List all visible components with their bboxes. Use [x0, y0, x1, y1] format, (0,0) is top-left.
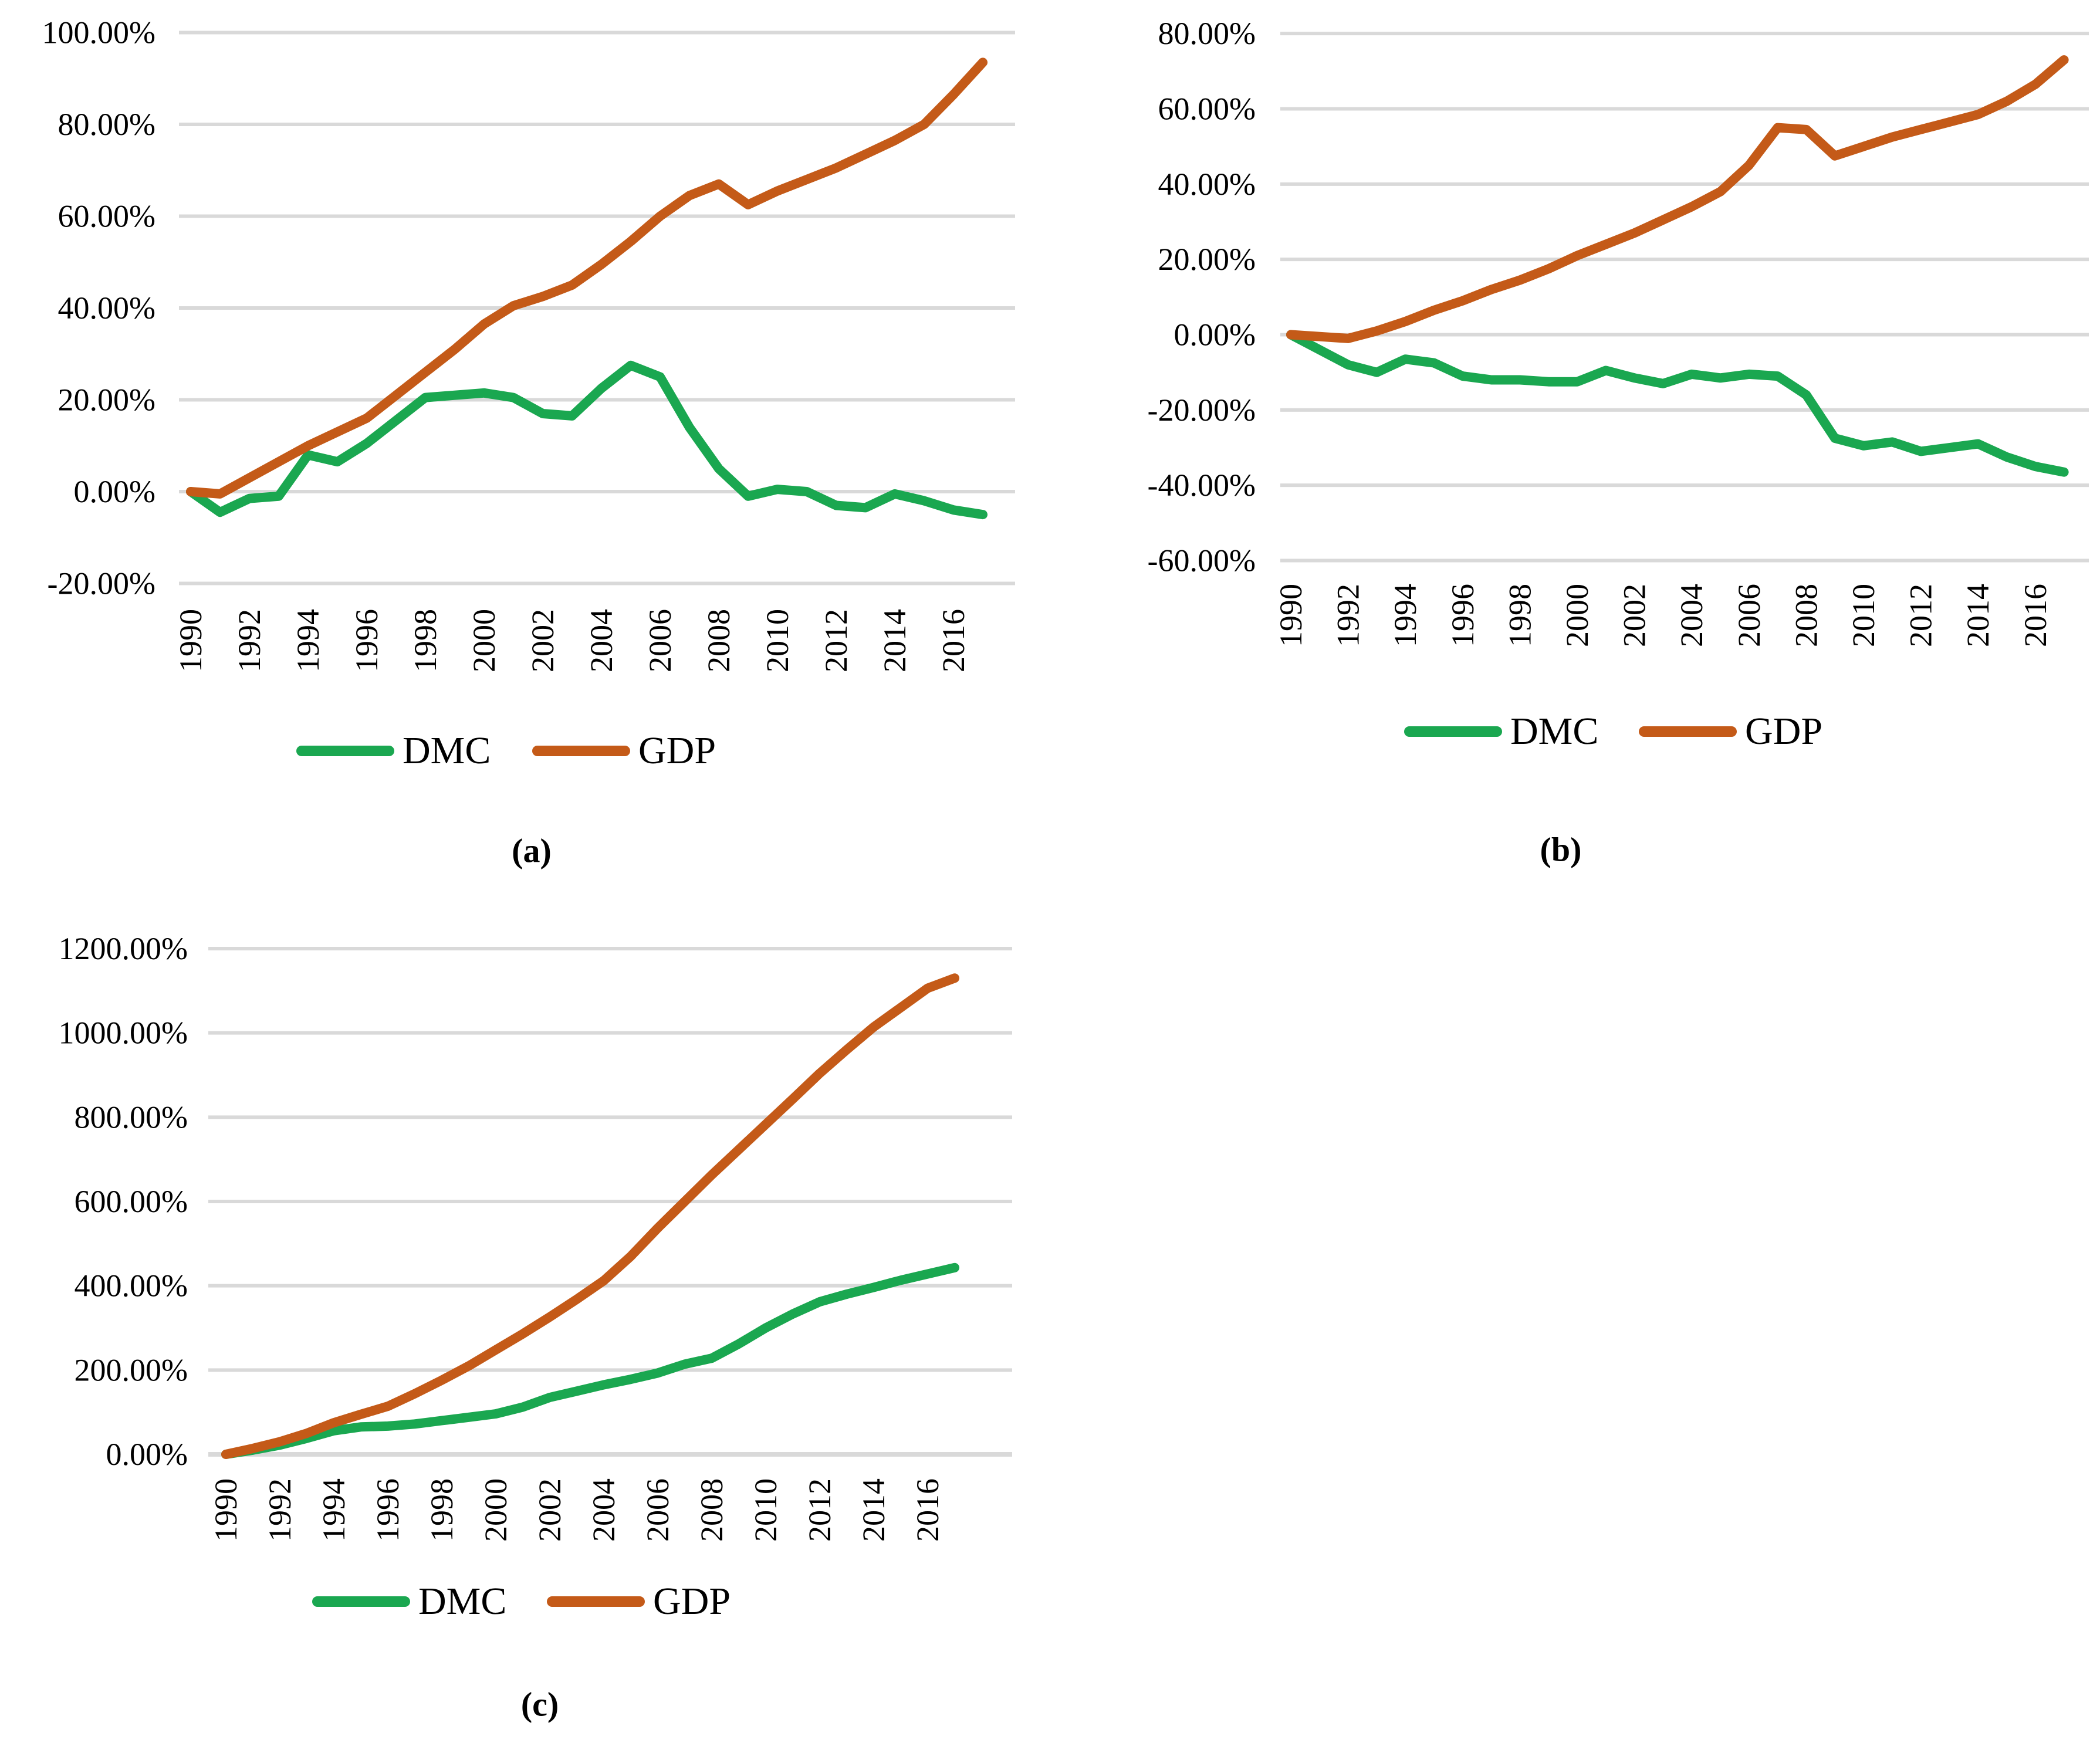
x-tick-label-chart-c: 1998: [424, 1478, 459, 1542]
y-tick-label-chart-a: 60.00%: [58, 199, 155, 234]
x-tick-label-chart-b: 2012: [1903, 584, 1939, 647]
legend-label-gdp: GDP: [653, 1580, 731, 1623]
legend-label-gdp: GDP: [638, 729, 716, 772]
y-tick-label-chart-a: 0.00%: [74, 474, 155, 509]
x-tick-label-chart-b: 1996: [1445, 584, 1480, 647]
x-tick-label-chart-a: 2006: [642, 609, 678, 672]
y-tick-label-chart-b: 60.00%: [1158, 91, 1256, 126]
x-tick-label-chart-a: 2016: [936, 609, 971, 672]
y-tick-label-chart-b: -40.00%: [1148, 468, 1256, 503]
x-tick-label-chart-c: 1992: [262, 1478, 297, 1542]
legend-label-dmc: DMC: [403, 729, 491, 772]
caption-chart-c: (c): [520, 1685, 559, 1724]
gdp-legend-swatch: [1639, 726, 1737, 737]
legend-item-gdp-chart-a: GDP: [532, 730, 716, 771]
caption-chart-a: (a): [512, 831, 552, 870]
x-tick-label-chart-a: 1996: [349, 609, 384, 672]
x-tick-label-chart-c: 2012: [802, 1478, 837, 1542]
dmc-legend-swatch: [1404, 726, 1502, 737]
x-tick-label-chart-a: 2008: [701, 609, 736, 672]
y-tick-label-chart-a: 80.00%: [58, 107, 155, 142]
x-tick-label-chart-b: 1990: [1273, 584, 1308, 647]
y-tick-label-chart-a: -20.00%: [48, 566, 155, 601]
x-tick-label-chart-b: 1992: [1331, 584, 1366, 647]
series-line-gdp-chart-c: [221, 973, 959, 1459]
y-tick-label-chart-a: 40.00%: [58, 290, 155, 326]
legend-item-dmc-chart-b: DMC: [1404, 711, 1598, 752]
x-tick-label-chart-a: 2010: [760, 609, 795, 672]
series-line-gdp-chart-b: [1286, 55, 2069, 343]
x-tick-label-chart-a: 2012: [819, 609, 854, 672]
y-tick-label-chart-b: 40.00%: [1158, 167, 1256, 202]
x-tick-label-chart-a: 2002: [525, 609, 560, 672]
x-tick-label-chart-c: 1990: [208, 1478, 244, 1542]
x-tick-label-chart-c: 2006: [640, 1478, 675, 1542]
dmc-legend-swatch: [312, 1596, 410, 1607]
legend-item-dmc-chart-c: DMC: [312, 1581, 506, 1622]
x-tick-label-chart-a: 2004: [584, 609, 619, 672]
x-tick-label-chart-c: 2008: [694, 1478, 729, 1542]
gdp-legend-swatch: [547, 1596, 645, 1607]
legend-label-dmc: DMC: [418, 1580, 507, 1623]
x-tick-label-chart-b: 2016: [2018, 584, 2053, 647]
y-tick-label-chart-c: 600.00%: [75, 1184, 188, 1219]
x-tick-label-chart-b: 2004: [1674, 584, 1709, 647]
x-tick-label-chart-a: 2014: [877, 609, 912, 672]
x-tick-label-chart-a: 1998: [408, 609, 443, 672]
x-tick-label-chart-c: 2016: [910, 1478, 945, 1542]
x-tick-label-chart-c: 2014: [856, 1478, 891, 1542]
x-tick-label-chart-b: 2014: [1960, 584, 1996, 647]
y-tick-label-chart-b: 0.00%: [1174, 317, 1256, 353]
x-tick-label-chart-a: 1994: [290, 609, 326, 672]
y-tick-label-chart-c: 400.00%: [75, 1268, 188, 1304]
dmc-legend-swatch: [296, 746, 394, 756]
y-tick-label-chart-b: -20.00%: [1148, 392, 1256, 428]
x-tick-label-chart-a: 2000: [466, 609, 502, 672]
y-tick-label-chart-c: 200.00%: [75, 1352, 188, 1387]
x-tick-label-chart-a: 1990: [173, 609, 208, 672]
x-tick-label-chart-c: 2000: [478, 1478, 513, 1542]
x-tick-label-chart-c: 2002: [532, 1478, 567, 1542]
x-tick-label-chart-c: 1996: [370, 1478, 405, 1542]
x-tick-label-chart-c: 1994: [316, 1478, 351, 1542]
x-tick-label-chart-b: 2002: [1617, 584, 1652, 647]
series-line-dmc-chart-a: [186, 360, 988, 520]
y-tick-label-chart-c: 1200.00%: [59, 931, 188, 966]
x-tick-label-chart-b: 1998: [1502, 584, 1537, 647]
gdp-legend-swatch: [532, 746, 630, 756]
legend-item-gdp-chart-b: GDP: [1639, 711, 1822, 752]
x-tick-label-chart-a: 1992: [232, 609, 267, 672]
legend-item-gdp-chart-c: GDP: [547, 1581, 731, 1622]
x-tick-label-chart-c: 2004: [586, 1478, 621, 1542]
legend-label-dmc: DMC: [1510, 710, 1599, 753]
caption-chart-b: (b): [1540, 830, 1582, 869]
y-tick-label-chart-b: 80.00%: [1158, 16, 1256, 51]
legend-label-gdp: GDP: [1745, 710, 1823, 753]
x-tick-label-chart-b: 2008: [1788, 584, 1824, 647]
legend-item-dmc-chart-a: DMC: [296, 730, 491, 771]
y-tick-label-chart-c: 0.00%: [106, 1437, 188, 1472]
x-tick-label-chart-b: 1994: [1388, 584, 1423, 647]
y-tick-label-chart-b: 20.00%: [1158, 242, 1256, 277]
x-tick-label-chart-b: 2010: [1846, 584, 1881, 647]
series-line-gdp-chart-a: [186, 57, 988, 499]
y-tick-label-chart-a: 20.00%: [58, 383, 155, 418]
x-tick-label-chart-b: 2006: [1732, 584, 1767, 647]
x-tick-label-chart-b: 2000: [1560, 584, 1595, 647]
y-tick-label-chart-a: 100.00%: [42, 15, 155, 50]
series-line-dmc-chart-b: [1286, 330, 2069, 477]
x-tick-label-chart-c: 2010: [748, 1478, 783, 1542]
series-line-dmc-chart-c: [221, 1262, 959, 1459]
y-tick-label-chart-c: 800.00%: [75, 1099, 188, 1135]
y-tick-label-chart-b: -60.00%: [1148, 543, 1256, 578]
y-tick-label-chart-c: 1000.00%: [59, 1016, 188, 1051]
